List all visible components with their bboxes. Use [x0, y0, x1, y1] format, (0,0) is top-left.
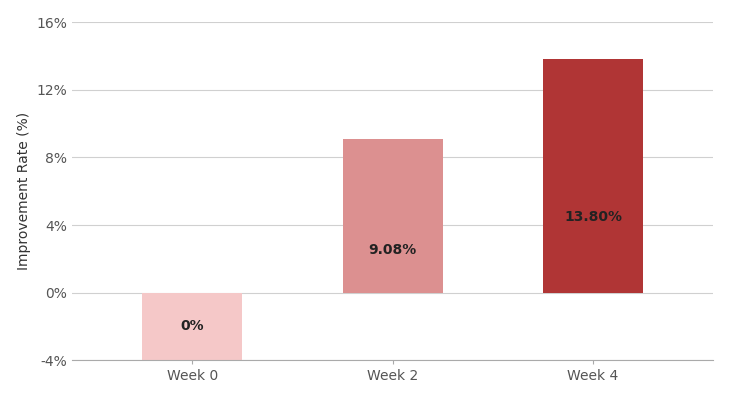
Text: 13.80%: 13.80% [564, 210, 622, 224]
Text: 0%: 0% [180, 320, 204, 334]
Bar [543, 59, 643, 293]
Y-axis label: Improvement Rate (%): Improvement Rate (%) [17, 112, 31, 270]
Bar [342, 139, 443, 293]
Text: 9.08%: 9.08% [369, 244, 417, 258]
Bar [142, 293, 242, 360]
